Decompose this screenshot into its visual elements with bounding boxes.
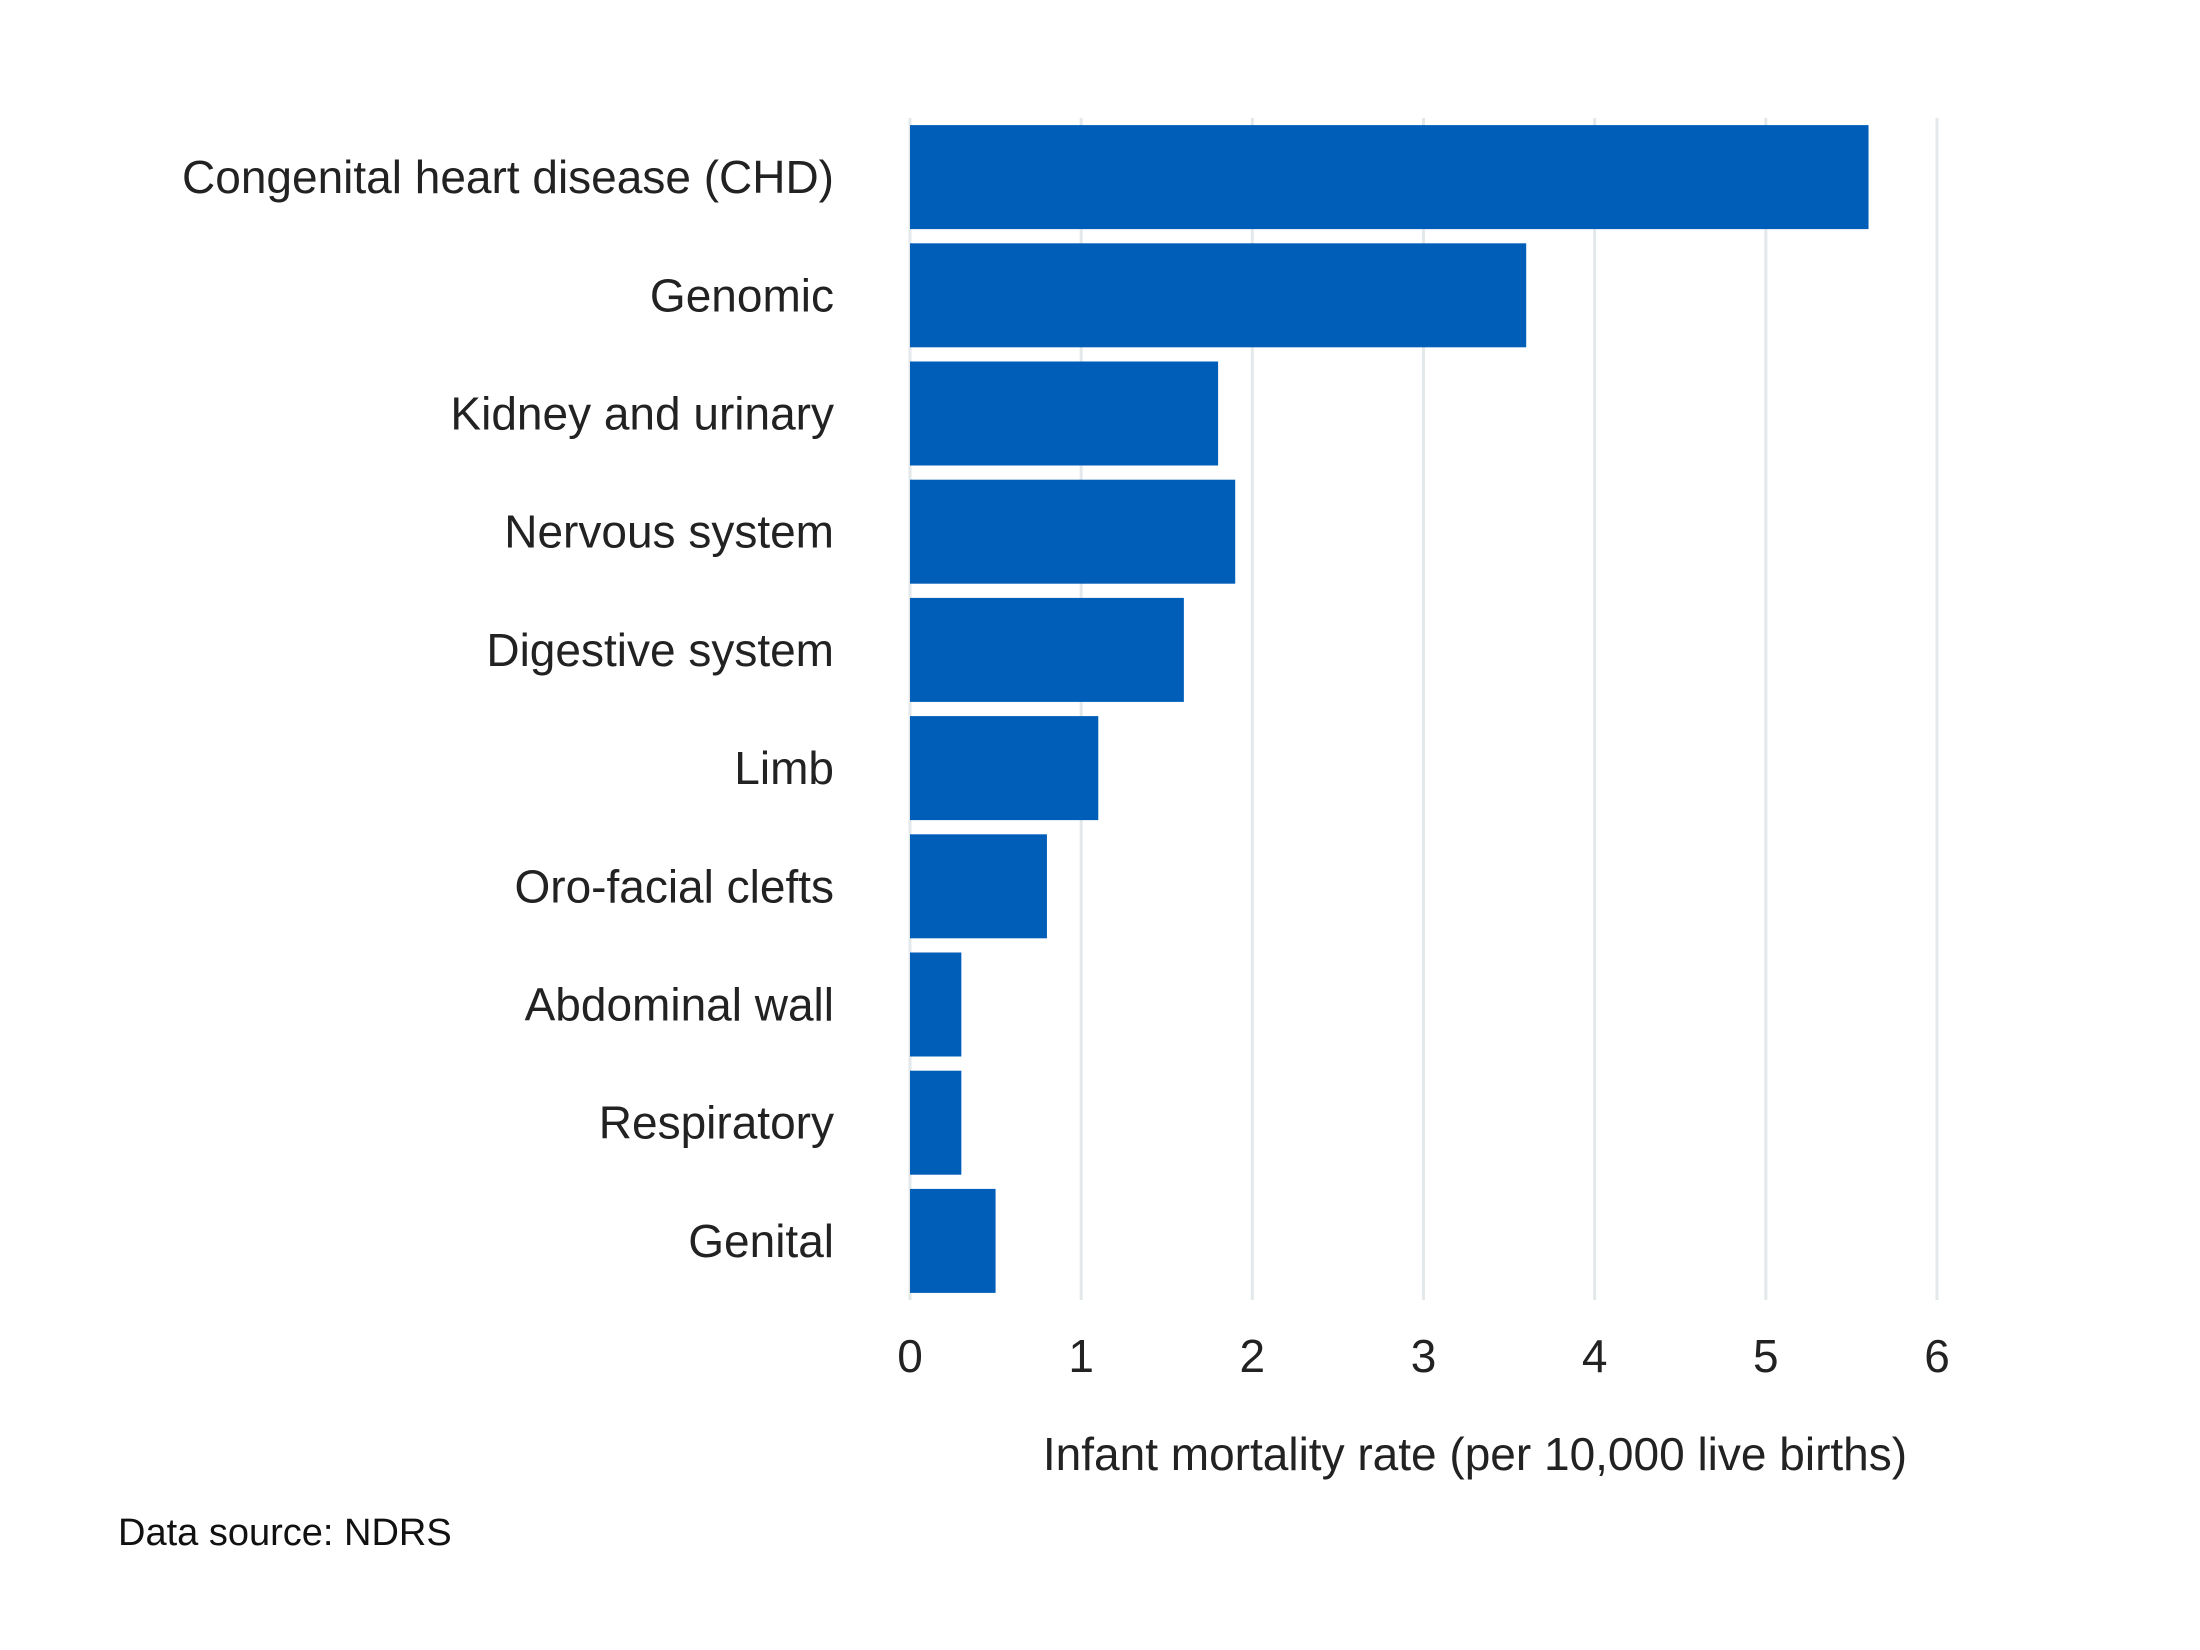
bars [910, 125, 1869, 1293]
category-label: Oro-facial clefts [514, 860, 834, 912]
x-axis-title: Infant mortality rate (per 10,000 live b… [1043, 1428, 1907, 1480]
x-tick-labels: 0 1 2 3 4 5 6 [897, 1330, 1950, 1382]
category-label: Digestive system [486, 624, 834, 676]
category-label: Abdominal wall [525, 979, 834, 1031]
category-label: Kidney and urinary [450, 388, 834, 440]
x-tick-label: 5 [1753, 1330, 1779, 1382]
bar [910, 952, 962, 1057]
category-label: Nervous system [504, 506, 834, 558]
bar [910, 716, 1099, 821]
category-label: Genital [688, 1215, 834, 1267]
category-labels: Congenital heart disease (CHD) Genomic Kid… [182, 151, 834, 1267]
x-tick-label: 4 [1582, 1330, 1608, 1382]
category-label: Genomic [650, 269, 834, 321]
bar [910, 361, 1219, 466]
bar [910, 834, 1047, 939]
x-tick-label: 0 [897, 1330, 923, 1382]
bar [910, 1188, 996, 1293]
category-label: Limb [734, 742, 834, 794]
bar [910, 243, 1527, 348]
bar [910, 597, 1184, 702]
bar [910, 125, 1869, 230]
x-tick-label: 6 [1924, 1330, 1950, 1382]
category-label: Congenital heart disease (CHD) [182, 151, 834, 203]
bar [910, 1070, 962, 1175]
bar [910, 479, 1236, 584]
x-tick-label: 1 [1068, 1330, 1094, 1382]
data-source-note: Data source: NDRS [118, 1512, 452, 1554]
category-label: Respiratory [599, 1097, 834, 1149]
x-tick-label: 3 [1411, 1330, 1437, 1382]
x-tick-label: 2 [1240, 1330, 1266, 1382]
